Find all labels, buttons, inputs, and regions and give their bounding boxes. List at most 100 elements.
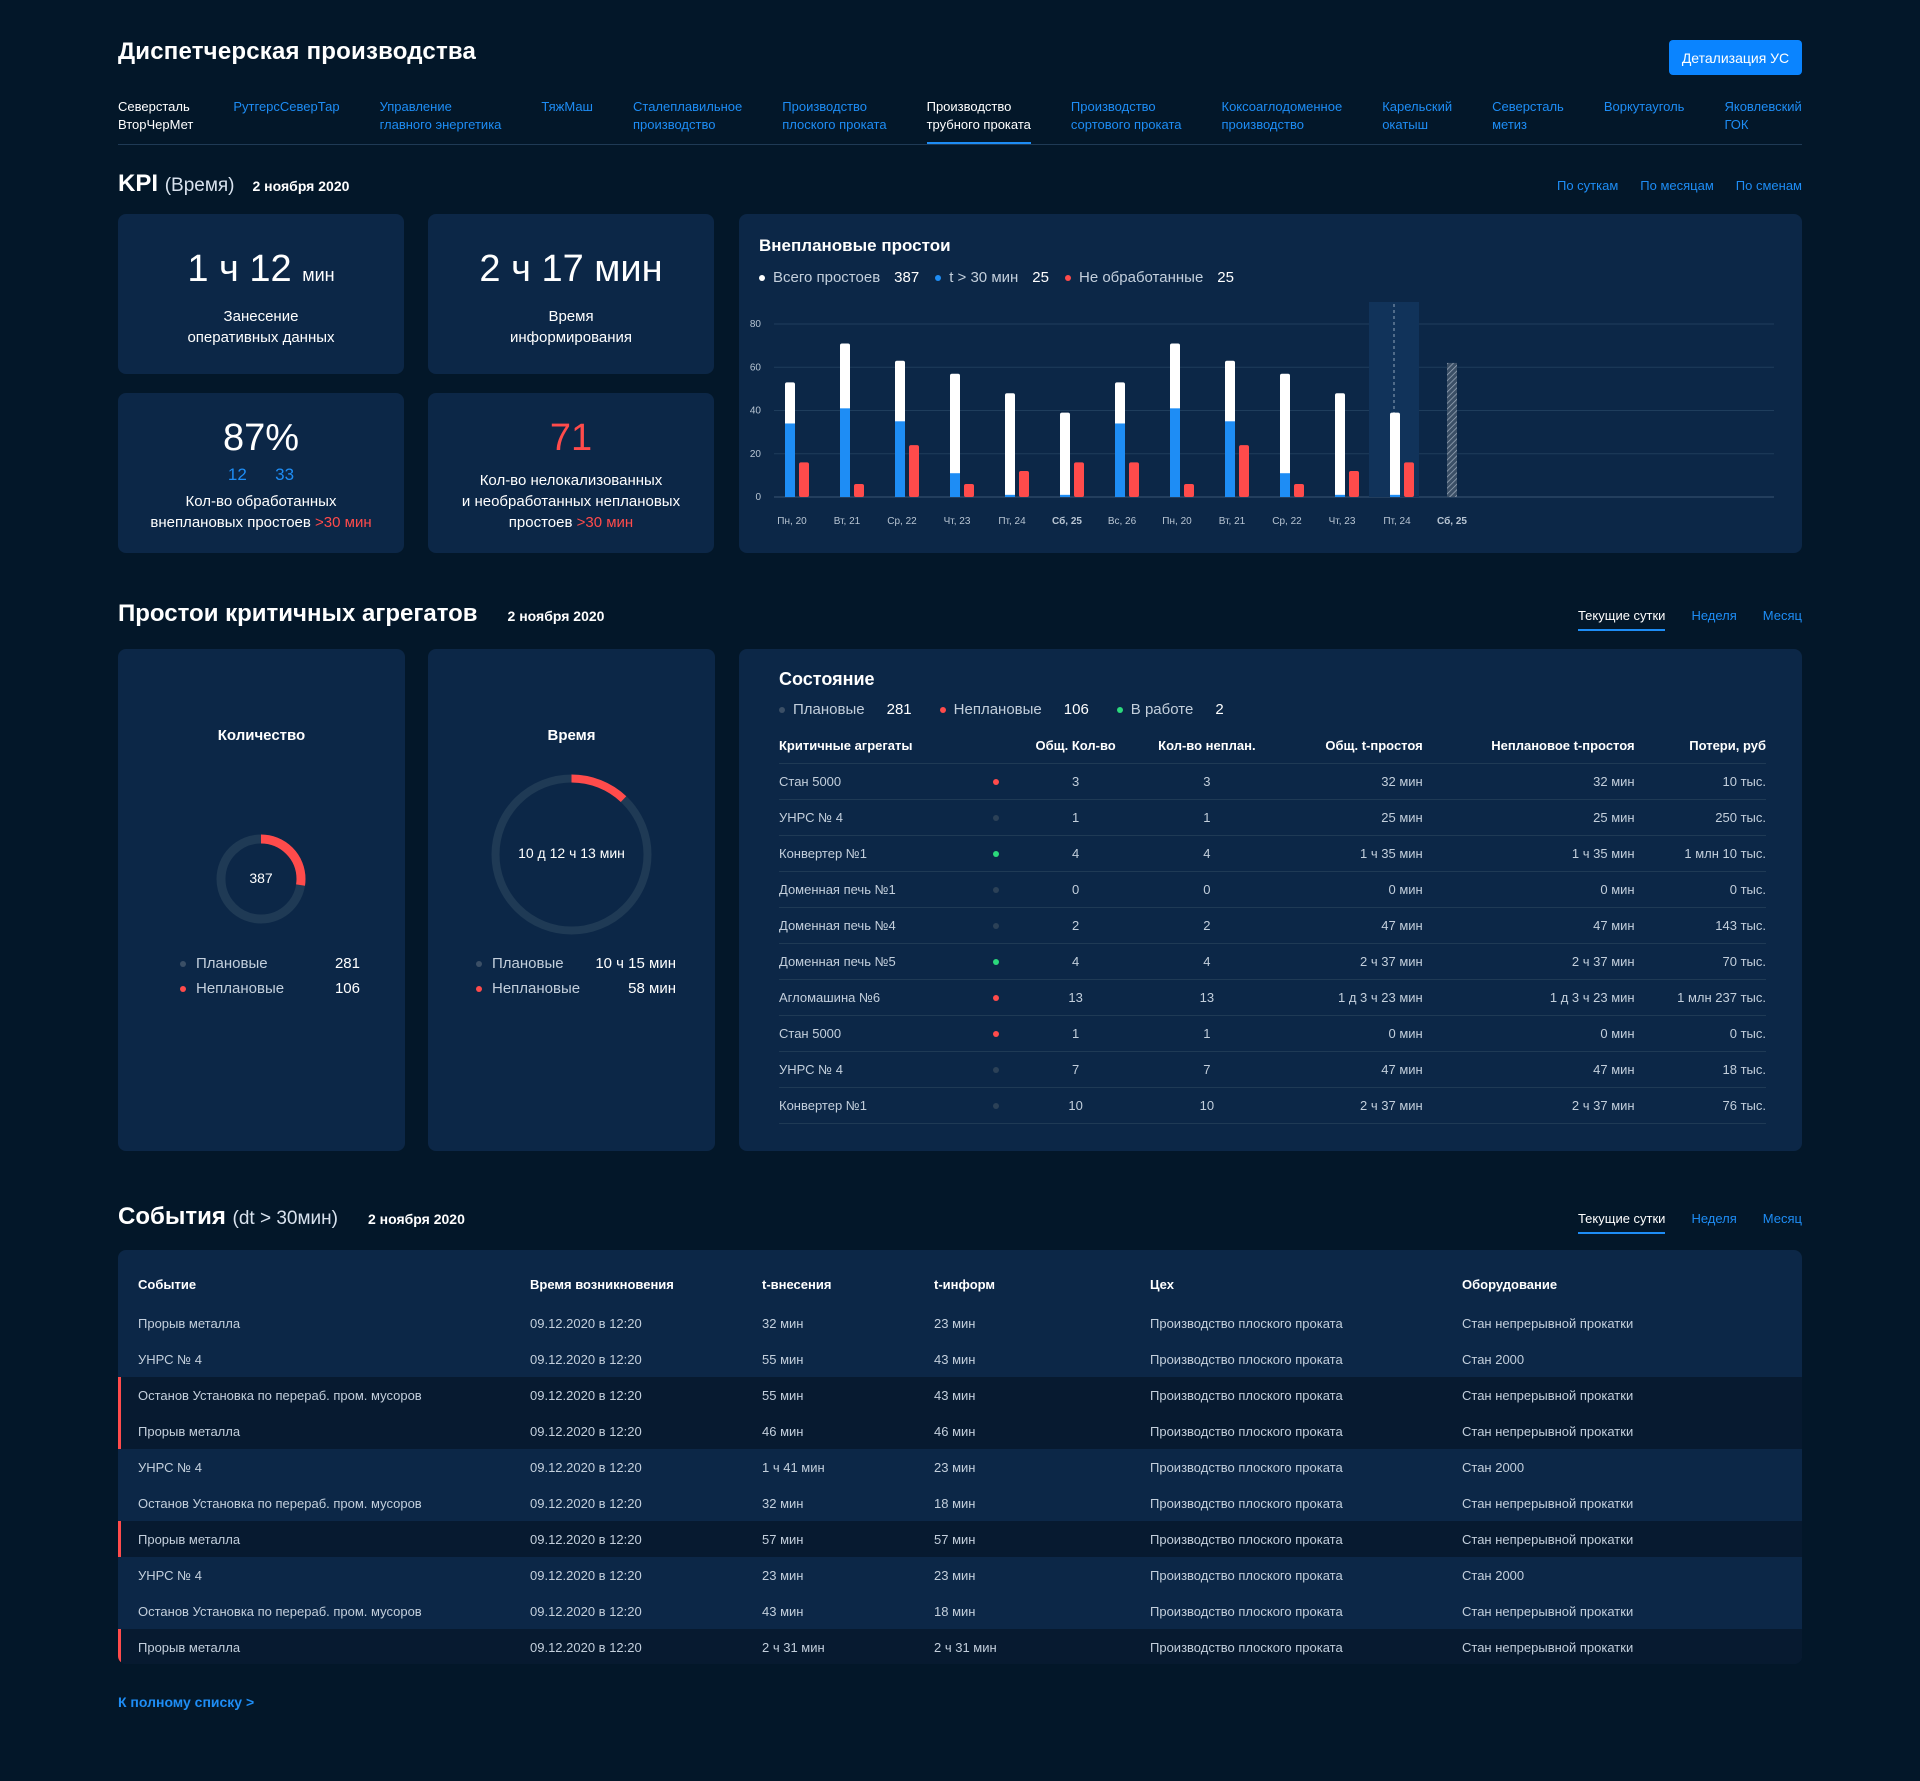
table-row[interactable]: Останов Установка по перераб. пром. мусо… [118,1593,1802,1629]
bar-over-30[interactable] [785,423,795,497]
nav-item[interactable]: Производство плоского проката [782,99,887,132]
nav-item[interactable]: Управление главного энергетика [379,99,502,132]
status-cell [976,1087,1017,1124]
legend-value: 106 [1063,701,1089,718]
table-cell: 7 [1016,1051,1135,1088]
bar-unprocessed[interactable] [1404,462,1414,497]
nav-item[interactable]: Сталеплавильное производство [633,99,743,132]
bar-over-30[interactable] [1280,473,1290,497]
table-row[interactable]: УНРС № 4 09.12.2020 в 12:20 55 мин 43 мин Пр… [118,1341,1802,1377]
nav-item[interactable]: Яковлевский ГОК [1724,99,1802,132]
tab-month[interactable]: Месяц [1762,1211,1802,1226]
bar-unprocessed[interactable] [1349,471,1359,497]
legend-label: t > 30 мин [949,269,1019,286]
bar-over-30[interactable] [1060,494,1070,497]
bar-unprocessed[interactable] [909,445,919,497]
nav-item[interactable]: Карельский окатыш [1382,99,1453,132]
nav-item[interactable]: Северсталь метиз [1492,99,1564,132]
downtime-chart-card: Внеплановые простои Всего простоев 387 t >… [739,214,1802,553]
bar-total[interactable] [1390,412,1400,497]
table-row[interactable]: Прорыв металла 09.12.2020 в 12:20 57 мин 57… [118,1521,1802,1557]
bar-total[interactable] [950,373,960,497]
bar-over-30[interactable] [1170,408,1180,497]
time-card-title: Время [547,727,596,744]
bar-over-30[interactable] [840,408,850,497]
column-header: Цех [1150,1276,1174,1292]
chart-legend-item: Всего простоев 387 [759,269,919,286]
table-row[interactable]: УНРС № 4 09.12.2020 в 12:20 23 мин 23 мин Пр… [118,1557,1802,1593]
table-row[interactable]: Агломашина №6 13 13 1 д 3 ч 23 мин 1 д 3 ч 2… [779,979,1766,1016]
table-row[interactable]: Прорыв металла 09.12.2020 в 12:20 2 ч 31 м… [118,1629,1802,1664]
period-day[interactable]: По суткам [1557,178,1619,193]
count-donut-center: 387 [249,870,273,886]
tab-current-day[interactable]: Текущие сутки [1577,608,1666,631]
table-cell: 3 [1134,763,1279,800]
time-legend-planned: Плановые 10 ч 15 мин [476,955,676,980]
table-cell: Производство плоского проката [1130,1521,1442,1557]
time-legend-unplanned: Неплановые 58 мин [476,980,676,1005]
full-list-link[interactable]: К полному списку > [118,1694,255,1710]
table-row[interactable]: Прорыв металла 09.12.2020 в 12:20 46 мин 46… [118,1413,1802,1449]
bar-unprocessed[interactable] [1184,484,1194,497]
table-row[interactable]: Стан 5000 3 3 32 мин 32 мин 10 тыс. [779,763,1766,800]
bar-over-30[interactable] [1335,494,1345,497]
bar-unprocessed[interactable] [964,484,974,497]
bar-over-30[interactable] [950,473,960,497]
bar-unprocessed[interactable] [1239,445,1249,497]
table-row[interactable]: УНРС № 4 1 1 25 мин 25 мин 250 тыс. [779,799,1766,836]
table-row[interactable]: Конвертер №1 10 10 2 ч 37 мин 2 ч 37 мин 76 т… [779,1087,1766,1124]
tab-current-day[interactable]: Текущие сутки [1577,1211,1666,1234]
tab-month[interactable]: Месяц [1762,608,1802,623]
bar-unprocessed[interactable] [799,462,809,497]
nav-item[interactable]: Коксоаглодоменное производство [1221,99,1343,132]
nav-item[interactable]: Северсталь ВторЧерМет [118,99,194,132]
tab-week[interactable]: Неделя [1691,1211,1737,1226]
bar-unprocessed[interactable] [1294,484,1304,497]
nav-item[interactable]: ТяжМаш [541,99,593,114]
table-row[interactable]: УНРС № 4 7 7 47 мин 47 мин 18 тыс. [779,1051,1766,1088]
nav-item[interactable]: Производство трубного проката [926,98,1032,144]
bar-over-30[interactable] [1115,423,1125,497]
kpi-caption-line: внеплановых простоев [150,514,311,531]
bar-over-30[interactable] [895,421,905,497]
bar-total[interactable] [1005,393,1015,497]
tab-week[interactable]: Неделя [1691,608,1737,623]
table-cell: 2 ч 37 мин [1278,1087,1423,1124]
nav-item[interactable]: Воркутауголь [1603,99,1685,114]
table-cell: 1 [1016,799,1135,836]
table-row[interactable]: Доменная печь №5 4 4 2 ч 37 мин 2 ч 37 мин 70… [779,943,1766,980]
bar-over-30[interactable] [1225,421,1235,497]
table-row[interactable]: Прорыв металла 09.12.2020 в 12:20 32 мин 23… [118,1305,1802,1341]
events-date: 2 ноября 2020 [367,1211,465,1227]
table-row[interactable]: Останов Установка по перераб. пром. мусо… [118,1485,1802,1521]
period-month[interactable]: По месяцам [1640,178,1714,193]
table-cell: 2 ч 31 мин [914,1629,1130,1664]
nav-item[interactable]: РутгерсСеверТар [233,99,340,114]
table-row[interactable]: УНРС № 4 09.12.2020 в 12:20 1 ч 41 мин 23 м… [118,1449,1802,1485]
kpi-caption-line: Занесение [223,308,299,325]
table-row[interactable]: Останов Установка по перераб. пром. мусо… [118,1377,1802,1413]
downtime-bar-chart: 0 20 40 60 80 Пн, 20 Вт, 21 Ср, 22 Чт, 23 Пт, 24 С… [750,302,1774,527]
bar-total[interactable] [1335,393,1345,497]
period-shift[interactable]: По сменам [1735,178,1802,193]
table-cell: 32 мин [762,1315,804,1331]
table-cell: 09.12.2020 в 12:20 [510,1413,742,1449]
detail-button[interactable]: Детализация УС [1669,40,1802,75]
bar-total[interactable] [1060,412,1070,497]
bar-unprocessed[interactable] [1019,471,1029,497]
bar-unprocessed[interactable] [854,484,864,497]
bar-over-30[interactable] [1005,494,1015,497]
table-row[interactable]: Доменная печь №1 0 0 0 мин 0 мин 0 тыс. [779,871,1766,908]
bar-over-30[interactable] [1390,494,1400,497]
kpi-processed-count-a: 12 [227,465,247,484]
state-title: Состояние [779,669,875,689]
table-cell: 1 млн 237 тыс. [1634,979,1766,1016]
nav-item[interactable]: Производство сортового проката [1070,99,1182,132]
table-row[interactable]: Конвертер №1 4 4 1 ч 35 мин 1 ч 35 мин 1 млн … [779,835,1766,872]
bar-total[interactable] [1280,373,1290,497]
bar-unprocessed[interactable] [1129,462,1139,497]
table-cell: 250 тыс. [1634,799,1766,836]
table-row[interactable]: Стан 5000 1 1 0 мин 0 мин 0 тыс. [779,1015,1766,1052]
bar-unprocessed[interactable] [1074,462,1084,497]
table-row[interactable]: Доменная печь №4 2 2 47 мин 47 мин 143 тыс. [779,907,1766,944]
